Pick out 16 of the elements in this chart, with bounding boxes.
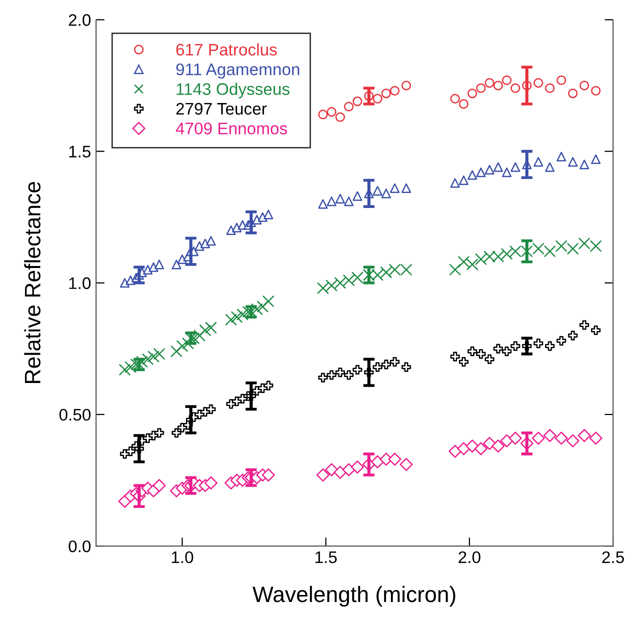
legend-label: 911 Agamemnon xyxy=(176,63,300,79)
legend-label: 4709 Ennomos xyxy=(176,122,287,134)
x-axis-title: Wavelength (micron) xyxy=(252,586,456,607)
x-tick-label: 2.0 xyxy=(458,551,480,564)
y-tick-label: 1.0 xyxy=(69,277,91,290)
legend-label: 2797 Teucer xyxy=(176,102,267,115)
x-tick-label: 1.5 xyxy=(316,552,337,564)
y-tick-label: 1.5 xyxy=(69,146,91,158)
x-tick-label: 1.0 xyxy=(172,551,194,564)
legend-label: 1143 Odysseus xyxy=(176,82,290,98)
y-axis-title: Relative Reflectance xyxy=(24,182,40,383)
legend-label: 617 Patroclus xyxy=(176,43,277,56)
x-tick-label: 2.5 xyxy=(602,551,624,564)
y-tick-label: 2.0 xyxy=(68,14,91,26)
y-tick-label: 0.50 xyxy=(59,408,91,421)
y-tick-label: 0.0 xyxy=(68,540,91,552)
